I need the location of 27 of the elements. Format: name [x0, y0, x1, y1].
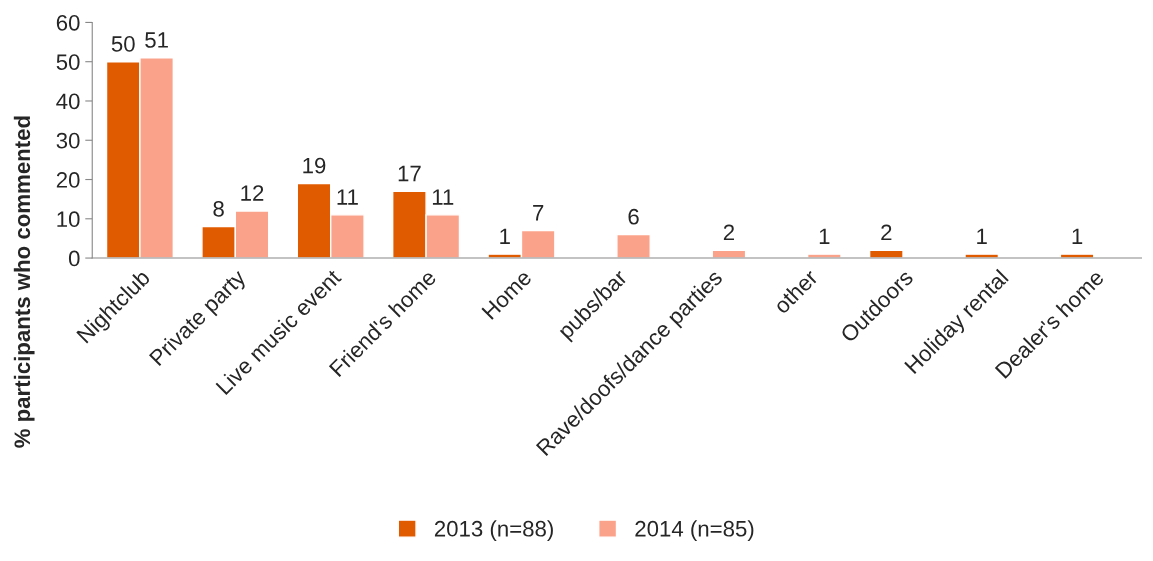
y-tick-label: 40 — [56, 93, 80, 110]
y-axis-title: % participants who commented — [13, 116, 35, 448]
data-label: 11 — [337, 189, 358, 205]
y-tick-label: 0 — [68, 250, 80, 267]
y-tick-label: 50 — [56, 54, 80, 70]
data-label: 8 — [213, 200, 224, 217]
y-tick-label: 20 — [56, 172, 80, 188]
data-label: 17 — [398, 165, 421, 182]
data-label: 19 — [303, 157, 326, 174]
data-label: 50 — [111, 36, 135, 52]
data-label: 12 — [241, 185, 264, 201]
data-label: 2 — [723, 224, 734, 241]
data-label: 2 — [881, 224, 892, 241]
data-label: 6 — [628, 208, 639, 225]
data-label: 7 — [533, 205, 544, 221]
legend-label: 2014 (n=85) — [635, 520, 754, 541]
y-tick-label: 30 — [56, 132, 80, 149]
data-label: 1 — [977, 228, 987, 244]
legend-label: 2013 (n=88) — [434, 520, 553, 541]
data-label: 51 — [145, 32, 168, 48]
y-tick-label: 60 — [56, 14, 80, 31]
data-label: 1 — [1072, 228, 1083, 244]
y-tick-label: 10 — [57, 211, 80, 228]
data-label: 1 — [819, 228, 830, 244]
bar — [616, 233, 651, 259]
data-label: 11 — [432, 189, 454, 205]
data-label: 1 — [500, 228, 510, 244]
